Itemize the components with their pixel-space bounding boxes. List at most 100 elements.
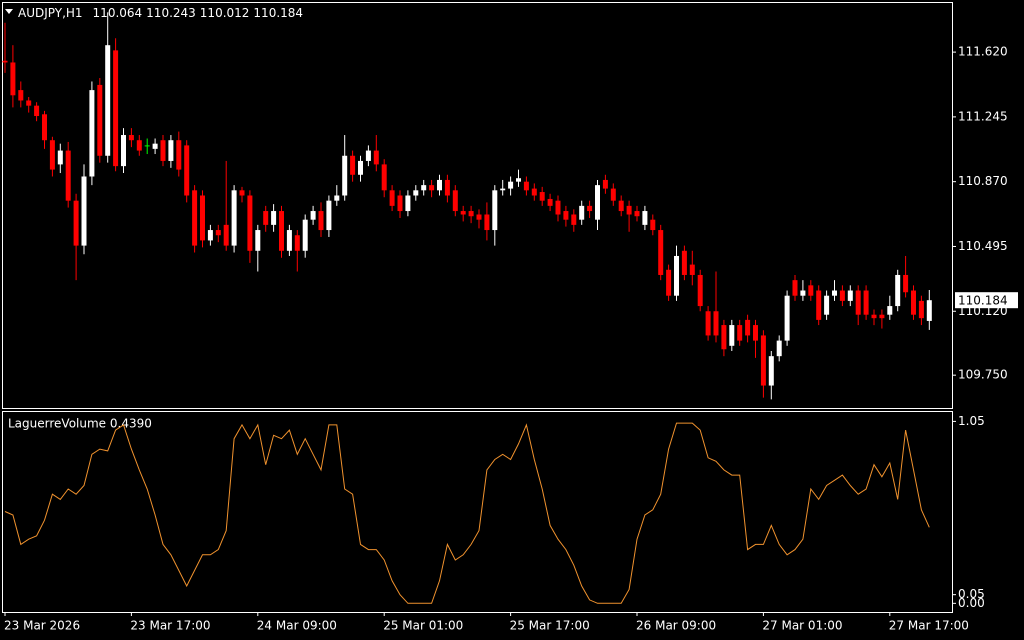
candle-body xyxy=(579,205,585,220)
candle-body xyxy=(547,198,553,206)
candle-body xyxy=(903,274,909,293)
x-tick-label: 25 Mar 01:00 xyxy=(383,619,463,633)
window-menu-arrow[interactable] xyxy=(5,9,13,14)
candle-body xyxy=(105,45,111,156)
candle-body xyxy=(918,300,924,319)
candle-body xyxy=(397,195,403,212)
last-open: 110.064 xyxy=(93,6,143,20)
candle-body xyxy=(405,195,411,212)
candle-body xyxy=(184,145,190,196)
candle-body xyxy=(697,274,703,307)
last-price-label: 110.184 xyxy=(958,294,1008,308)
indicator-window xyxy=(2,411,953,613)
candle-body xyxy=(247,195,253,251)
candle-body xyxy=(753,325,758,341)
candle-body xyxy=(452,190,458,212)
x-tick-label: 27 Mar 17:00 xyxy=(889,619,969,633)
price-window xyxy=(2,2,953,409)
candle-body xyxy=(681,250,687,275)
indicator-title: LaguerreVolume 0.4390 xyxy=(8,417,152,431)
candle-body xyxy=(310,211,316,220)
candle-body xyxy=(926,300,932,321)
candle-body xyxy=(342,155,348,196)
candle-body xyxy=(642,211,648,225)
candle-body xyxy=(492,190,498,231)
y-tick-label: 109.750 xyxy=(958,368,1008,382)
indicator-line xyxy=(4,422,930,604)
candle-body xyxy=(239,190,245,196)
x-tick-label: 23 Mar 2026 xyxy=(4,619,80,633)
candle-body xyxy=(634,211,640,217)
candle-body xyxy=(531,188,537,196)
candle-body xyxy=(223,224,229,246)
x-tick-label: 27 Mar 01:00 xyxy=(762,619,842,633)
candle-body xyxy=(824,295,830,315)
candle-body xyxy=(729,325,735,346)
candle-body xyxy=(128,135,134,141)
candle-body xyxy=(136,140,142,151)
candle-body xyxy=(271,211,277,225)
candle-body xyxy=(10,62,16,96)
candle-body xyxy=(437,179,442,191)
candle-body xyxy=(413,190,419,196)
candle-body xyxy=(421,185,427,191)
candle-body xyxy=(57,150,63,165)
x-tick-label: 26 Mar 09:00 xyxy=(636,619,716,633)
candle-body xyxy=(863,290,869,315)
candle-body xyxy=(523,181,529,191)
last-price-box xyxy=(955,292,1018,309)
candle-body xyxy=(207,230,213,241)
candle-body xyxy=(73,200,79,246)
candle-body xyxy=(539,192,545,201)
symbol-title: AUDJPY,H1 xyxy=(18,6,83,20)
candle-body xyxy=(658,230,664,275)
candle-body xyxy=(887,306,893,315)
candle-body xyxy=(113,50,119,167)
y-tick-label: 1.05 xyxy=(958,414,985,428)
candle-body xyxy=(587,205,593,212)
candle-body xyxy=(855,290,861,315)
candle-body xyxy=(152,143,158,149)
candle-body xyxy=(745,319,751,336)
candle-body xyxy=(500,188,506,191)
candle-body xyxy=(2,60,8,63)
candle-body xyxy=(484,214,490,231)
candle-body xyxy=(768,356,774,386)
candle-body xyxy=(444,179,450,196)
candle-body xyxy=(65,150,71,201)
candle-body xyxy=(231,190,237,246)
candle-body xyxy=(832,290,837,296)
candle-body xyxy=(602,179,608,189)
candle-body xyxy=(650,219,656,231)
candle-body xyxy=(784,295,790,341)
candle-body xyxy=(610,188,616,201)
candle-body xyxy=(792,280,798,296)
candle-body xyxy=(508,181,514,189)
last-close: 110.184 xyxy=(253,6,303,20)
y-tick-label: 0.05 xyxy=(958,587,985,601)
candle-body xyxy=(563,211,569,220)
candle-body xyxy=(468,211,474,217)
candle-body xyxy=(144,145,150,147)
candle-body xyxy=(595,185,600,220)
candle-body xyxy=(429,185,435,191)
candle-body xyxy=(302,219,308,251)
candle-body xyxy=(192,190,198,246)
candle-body xyxy=(373,150,379,165)
candle-body xyxy=(808,285,814,296)
candle-body xyxy=(571,214,577,225)
candle-body xyxy=(800,290,806,296)
x-tick-label: 25 Mar 17:00 xyxy=(510,619,590,633)
candle-body xyxy=(760,335,766,386)
x-tick-label: 23 Mar 17:00 xyxy=(130,619,210,633)
candle-body xyxy=(255,230,261,251)
y-tick-label: 0.00 xyxy=(958,596,985,610)
candle-body xyxy=(326,200,332,231)
candle-body xyxy=(911,290,916,315)
candle-body xyxy=(816,290,822,320)
y-tick-label: 110.495 xyxy=(958,239,1008,253)
chart-header: AUDJPY,H1 110.064 110.243 110.012 110.184 xyxy=(18,6,303,20)
candle-body xyxy=(705,311,711,336)
y-tick-label: 111.245 xyxy=(958,109,1008,123)
